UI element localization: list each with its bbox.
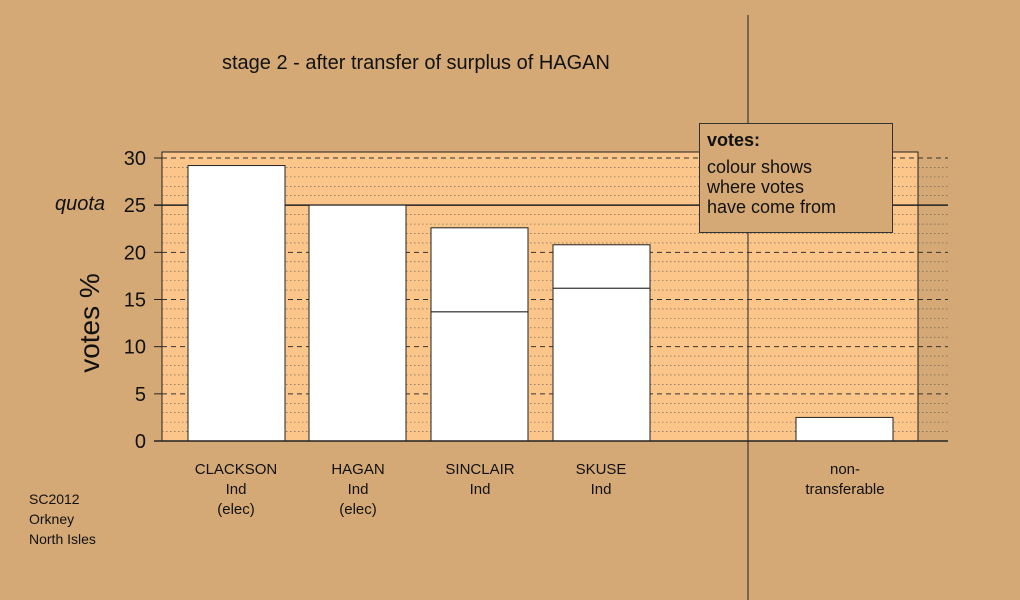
bar-segment-skuse-1 (552, 287, 651, 442)
category-label-hagan: HAGAN Ind (elec) (293, 460, 423, 520)
source-line-ward: North Isles (29, 531, 96, 547)
y-tick-label: 20 (124, 242, 146, 264)
chart-title: stage 2 - after transfer of surplus of H… (222, 52, 610, 74)
category-label-line: transferable (805, 481, 885, 498)
legend-title: votes: (707, 130, 761, 150)
y-tick-label: 0 (135, 431, 146, 453)
bar-segment-clackson-1 (187, 165, 286, 442)
bar-segment-sinclair-2 (430, 227, 529, 313)
bar-segment-skuse-2 (552, 244, 651, 289)
y-tick-label: 10 (124, 337, 146, 359)
source-note: SC2012 Orkney North Isles (29, 489, 96, 549)
category-label-line: SINCLAIR (445, 461, 515, 478)
quota-label: quota (55, 193, 106, 215)
category-label-line: CLACKSON (194, 461, 278, 478)
category-label-line: HAGAN (331, 461, 385, 478)
category-label-line: Ind (469, 481, 491, 498)
category-label-line: SKUSE (575, 461, 627, 478)
category-label-line: Ind (347, 481, 369, 498)
source-line-council: Orkney (29, 511, 75, 527)
bar-segment-hagan-1 (308, 204, 407, 442)
y-tick-label: 30 (124, 148, 146, 170)
category-label-line: (elec) (339, 501, 377, 518)
category-label-skuse: SKUSE Ind (536, 460, 666, 500)
bar-segment-sinclair-1 (430, 311, 529, 442)
source-line-election: SC2012 (29, 491, 80, 507)
y-tick-label: 25 (124, 195, 146, 217)
category-label-sinclair: SINCLAIR Ind (415, 460, 545, 500)
category-label-line: Ind (590, 481, 612, 498)
category-label-line: (elec) (217, 501, 255, 518)
category-label-line: non- (829, 461, 861, 478)
bar-segment-non-transferable-1 (795, 416, 894, 442)
category-label-line: Ind (225, 481, 247, 498)
y-tick-label: 15 (124, 290, 146, 312)
y-tick-label: 5 (135, 384, 146, 406)
legend-text: colour shows where votes have come from (707, 157, 837, 217)
legend-box: votes: colour shows where votes have com… (699, 123, 893, 233)
category-label-non-transferable: non-transferable (780, 460, 910, 500)
category-label-clackson: CLACKSON Ind (elec) (171, 460, 301, 520)
y-axis-label: votes % (74, 273, 105, 373)
